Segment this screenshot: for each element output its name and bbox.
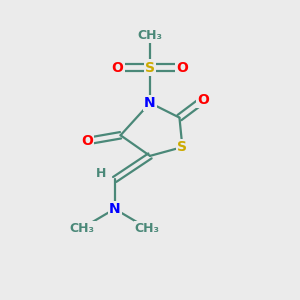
Text: O: O	[176, 61, 188, 75]
Text: CH₃: CH₃	[135, 221, 160, 235]
Text: N: N	[109, 202, 121, 216]
Text: O: O	[81, 134, 93, 148]
Text: N: N	[144, 96, 156, 110]
Text: H: H	[96, 167, 106, 180]
Text: O: O	[112, 61, 124, 75]
Text: CH₃: CH₃	[70, 221, 95, 235]
Text: S: S	[177, 140, 188, 154]
Text: O: O	[197, 93, 209, 107]
Text: CH₃: CH₃	[137, 29, 163, 42]
Text: S: S	[145, 61, 155, 75]
